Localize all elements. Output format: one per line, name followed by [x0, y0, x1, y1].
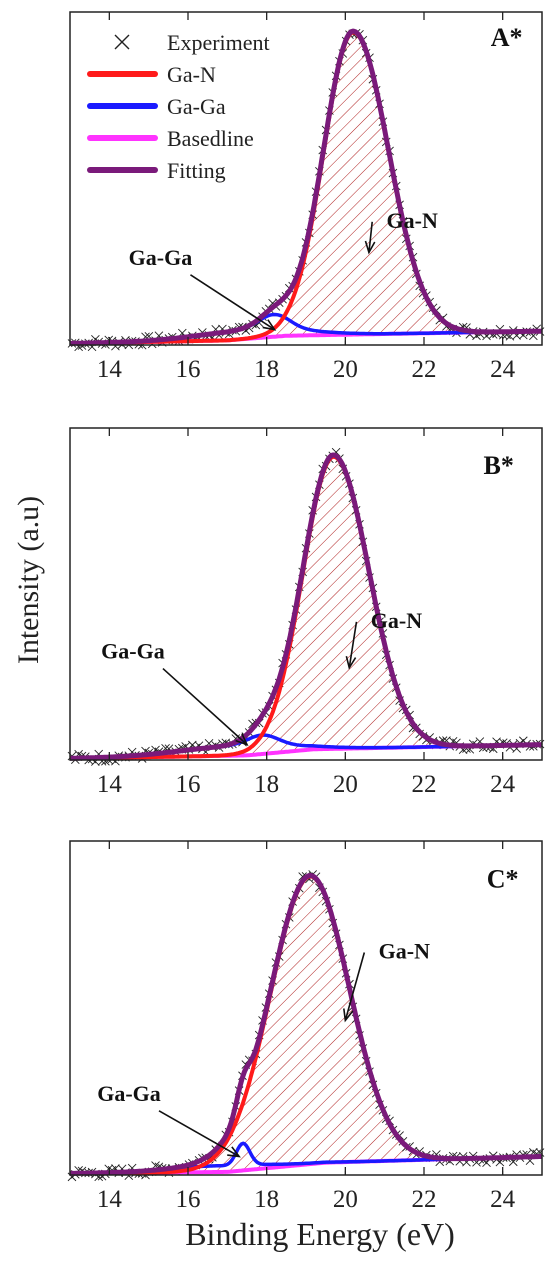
- legend-label: Basedline: [167, 126, 254, 151]
- ga-n-hatched-area: [70, 876, 542, 1174]
- arrow-head: [345, 655, 357, 670]
- panel-2: 14 16 18 20 22 24 B* Ga-N Ga-Ga: [67, 427, 545, 798]
- ga-n-annotation: Ga-N: [387, 208, 438, 233]
- annotation-arrow: [368, 221, 373, 253]
- annotation-arrow: [162, 667, 248, 746]
- ga-n-hatched-area: [70, 32, 542, 344]
- x-tick-label: 24: [490, 1186, 516, 1213]
- x-tick-label: 18: [254, 356, 279, 383]
- annotation-arrow: [344, 952, 366, 1021]
- plot-frame: [69, 427, 543, 761]
- x-tick-label: 14: [97, 1186, 123, 1213]
- arrow-head: [227, 1146, 241, 1158]
- panel-label: A*: [491, 23, 523, 52]
- x-tick-label: 20: [333, 1186, 358, 1213]
- ga-ga-annotation: Ga-Ga: [101, 639, 165, 664]
- x-tick-label: 14: [97, 356, 123, 383]
- annotation-arrow: [190, 274, 275, 331]
- legend-label: Ga-N: [167, 62, 216, 87]
- ga-ga-annotation: Ga-Ga: [97, 1081, 161, 1106]
- x-tick-label: 20: [333, 356, 358, 383]
- fitting-line: [69, 28, 543, 346]
- plot-frame: [69, 840, 543, 1176]
- x-tick-label: 22: [412, 356, 437, 383]
- annotation-arrow: [348, 621, 358, 668]
- x-tick-label: 16: [176, 356, 201, 383]
- legend-label: Fitting: [167, 158, 226, 183]
- panel-3: 14 16 18 20 22 24 C* Ga-N Ga-Ga: [67, 840, 545, 1213]
- panel-1: 14 16 18 20 22 24 A* Ga-N Ga-Ga Experiment Ga-N Ga-…: [67, 11, 545, 383]
- x-tick-label: 20: [333, 771, 358, 798]
- x-tick-label: 18: [254, 771, 279, 798]
- legend-marker-x: [114, 34, 130, 50]
- arrow-head: [364, 240, 376, 255]
- x-tick-label: 14: [97, 771, 123, 798]
- ga-n-hatched-area: [70, 456, 542, 759]
- fitting-line: [69, 452, 543, 761]
- panel-label: B*: [484, 451, 514, 480]
- x-tick-label: 22: [412, 771, 437, 798]
- legend: Experiment Ga-N Ga-Ga Basedline Fitting: [87, 30, 270, 183]
- legend-label: Ga-Ga: [167, 94, 226, 119]
- arrow-head: [235, 733, 249, 747]
- x-tick-label: 16: [176, 771, 201, 798]
- ga-ga-annotation: Ga-Ga: [129, 245, 193, 270]
- x-tick-label: 24: [490, 771, 516, 798]
- plot-frame: [69, 11, 543, 346]
- ga-n-annotation: Ga-N: [371, 608, 422, 633]
- arrow-head: [343, 1008, 354, 1023]
- x-tick-label: 18: [254, 1186, 279, 1213]
- x-tick-label: 16: [176, 1186, 201, 1213]
- ga-n-annotation: Ga-N: [379, 939, 430, 964]
- y-axis-label: Intensity (a.u): [12, 496, 45, 664]
- x-tick-label: 22: [412, 1186, 437, 1213]
- panel-label: C*: [487, 864, 519, 893]
- fitting-line: [69, 873, 543, 1176]
- x-axis-label: Binding Energy (eV): [185, 1216, 455, 1252]
- x-tick-label: 24: [490, 356, 516, 383]
- annotation-arrow: [158, 1110, 240, 1158]
- legend-label: Experiment: [167, 30, 270, 55]
- arrow-head: [262, 319, 277, 331]
